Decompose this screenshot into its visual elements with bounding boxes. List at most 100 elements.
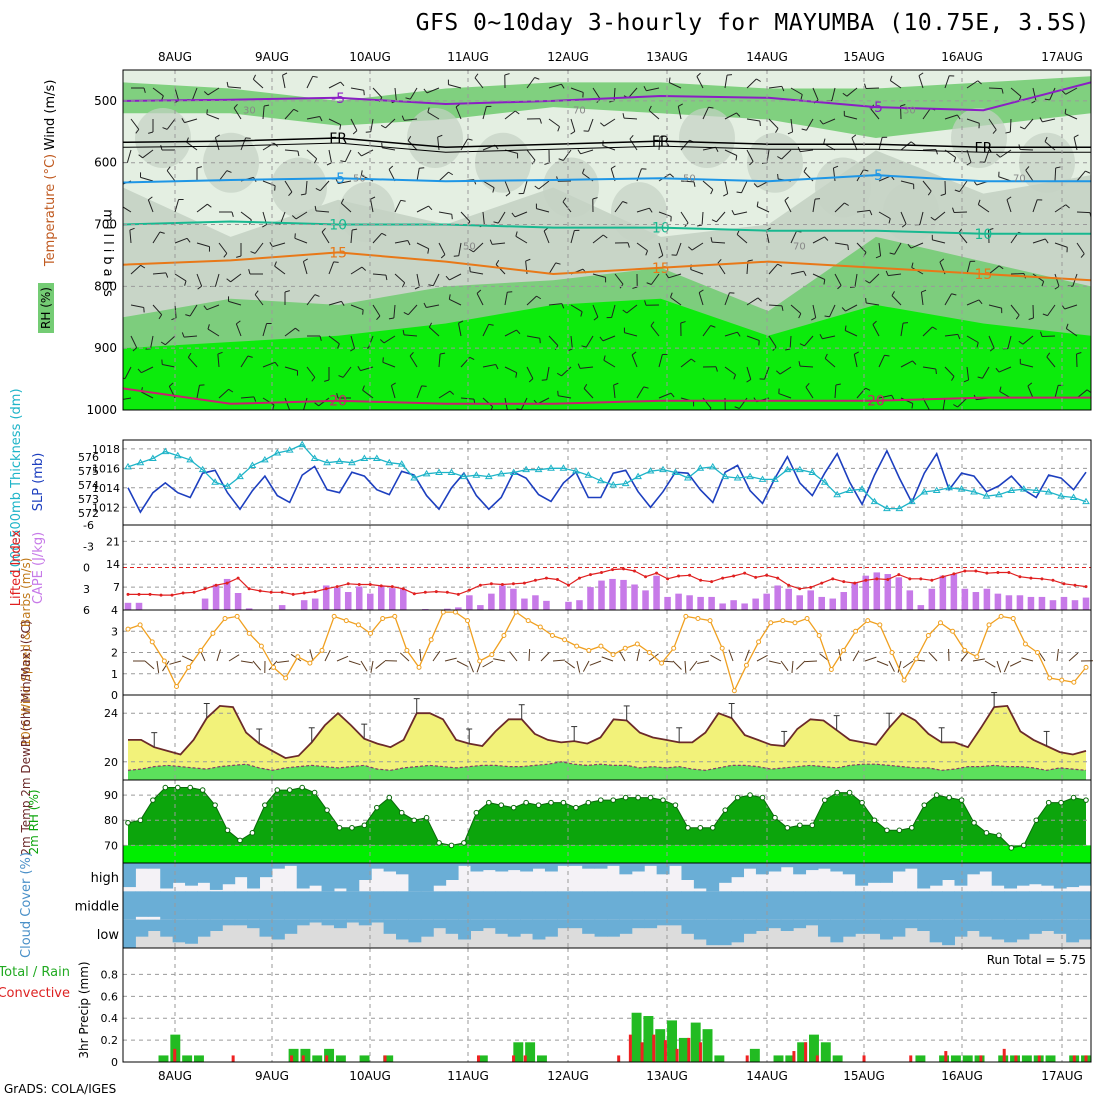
pressure-tick-label: 500	[94, 94, 117, 108]
cloud-bar-middle	[942, 891, 955, 920]
wind-barb	[381, 232, 387, 237]
wind-barb	[1049, 87, 1056, 101]
precip-total-bar	[631, 1012, 642, 1062]
wind-barb	[831, 87, 836, 101]
pressure-tick-label: 600	[94, 156, 117, 170]
thickness-point	[1019, 485, 1028, 492]
wind-barb	[613, 385, 616, 399]
cloud-bar-middle	[917, 891, 931, 920]
wind-barb	[116, 182, 119, 186]
surface-wind-barb	[996, 660, 1002, 673]
wind-barb	[165, 272, 169, 278]
precip-convective-bar	[652, 1034, 656, 1062]
wind-barb	[548, 83, 562, 89]
cape-bar	[488, 593, 495, 610]
wind-speed-point	[913, 656, 919, 662]
wind-barb	[1073, 134, 1079, 138]
rh2m-point	[1058, 799, 1064, 806]
cape-bar	[1027, 596, 1035, 610]
wind-barb	[934, 211, 946, 221]
cloud-bar-middle	[271, 891, 285, 920]
cloud-bar-low	[867, 919, 881, 934]
li-point	[148, 592, 152, 596]
wind-barb	[394, 240, 408, 244]
wind-barb	[284, 109, 295, 120]
wind-barb	[658, 392, 672, 399]
cloud-bar-low	[929, 919, 943, 943]
wind-barb	[900, 211, 907, 225]
wind-barb	[636, 207, 650, 213]
wind-barb	[592, 87, 601, 100]
cloud-bar-low	[420, 919, 434, 937]
cloud-bar-middle	[582, 891, 596, 920]
wind-barb	[891, 395, 895, 400]
wind-barb	[196, 273, 203, 287]
contour-label: 15	[652, 261, 670, 277]
contour-label: -5	[869, 168, 883, 184]
cape-bar	[719, 603, 726, 610]
wind-barb	[534, 185, 540, 190]
wind-barb	[284, 397, 291, 410]
wind-barb	[1054, 385, 1059, 399]
precip-total-bar	[950, 1055, 961, 1062]
cloud-bar-high	[892, 863, 906, 872]
wind-barb	[764, 366, 770, 380]
surface-wind-barb	[493, 658, 506, 662]
cloud-bar-high	[855, 863, 869, 886]
li-point	[489, 582, 493, 586]
surface-wind-barb	[744, 649, 750, 662]
li-point	[1029, 576, 1033, 580]
thickness-point	[982, 492, 991, 499]
wind-barb	[834, 384, 837, 399]
wind-barb	[284, 290, 290, 293]
rh2m-point	[1083, 797, 1089, 803]
wind-barb	[822, 335, 836, 340]
li-point	[390, 585, 394, 589]
precip-total-bar	[477, 1055, 488, 1062]
wind-barb	[123, 377, 126, 380]
rh-patch	[543, 157, 599, 218]
wind-barb	[710, 325, 716, 328]
wind-speed-point	[853, 628, 859, 634]
cloud-bar-middle	[197, 891, 211, 920]
cloud-bar-middle	[1066, 891, 1080, 920]
rh2m-point	[249, 830, 256, 836]
cape-bar	[840, 592, 848, 610]
li-axis-label: Lifted Index	[9, 529, 24, 606]
precip-convective-bar	[383, 1055, 387, 1062]
wind-barb	[543, 230, 550, 244]
cloud-bar-high	[172, 863, 186, 883]
thickness-point	[833, 490, 842, 498]
rh2m-point	[859, 799, 865, 806]
wind-barb	[223, 253, 228, 258]
wind-barb	[367, 335, 374, 349]
cloud-bar-high	[768, 863, 782, 872]
li-point	[258, 589, 262, 593]
wind-barb	[515, 235, 528, 244]
cloud-bar-middle	[966, 891, 980, 920]
precip-total-bar	[678, 1037, 689, 1062]
surface-wind-barb	[348, 660, 361, 666]
precip-convective-bar	[290, 1055, 294, 1062]
wind-barb	[878, 394, 892, 399]
cloud-bar-middle	[631, 891, 645, 920]
bottom-date-label: 8AUG	[158, 1069, 192, 1083]
thickness-point	[883, 504, 891, 512]
wind-barb	[944, 293, 952, 306]
cloud-bar-high	[780, 863, 794, 868]
wind-barb	[438, 390, 451, 399]
li-point	[236, 576, 240, 580]
wind-barb	[253, 396, 257, 402]
rh2m-point	[871, 817, 878, 824]
wind-barb	[226, 170, 232, 173]
cloud-bar-low	[1053, 919, 1067, 934]
wind-barb	[832, 168, 836, 182]
precip-total-bar	[773, 1055, 784, 1062]
cloud-bar-high	[793, 863, 807, 875]
surface-wind-barb	[552, 659, 565, 662]
thickness-point	[708, 462, 717, 470]
surface-wind-barb	[672, 660, 682, 670]
cloud-bar-high	[520, 863, 534, 872]
li-point	[842, 580, 846, 584]
thickness-point	[223, 482, 232, 489]
